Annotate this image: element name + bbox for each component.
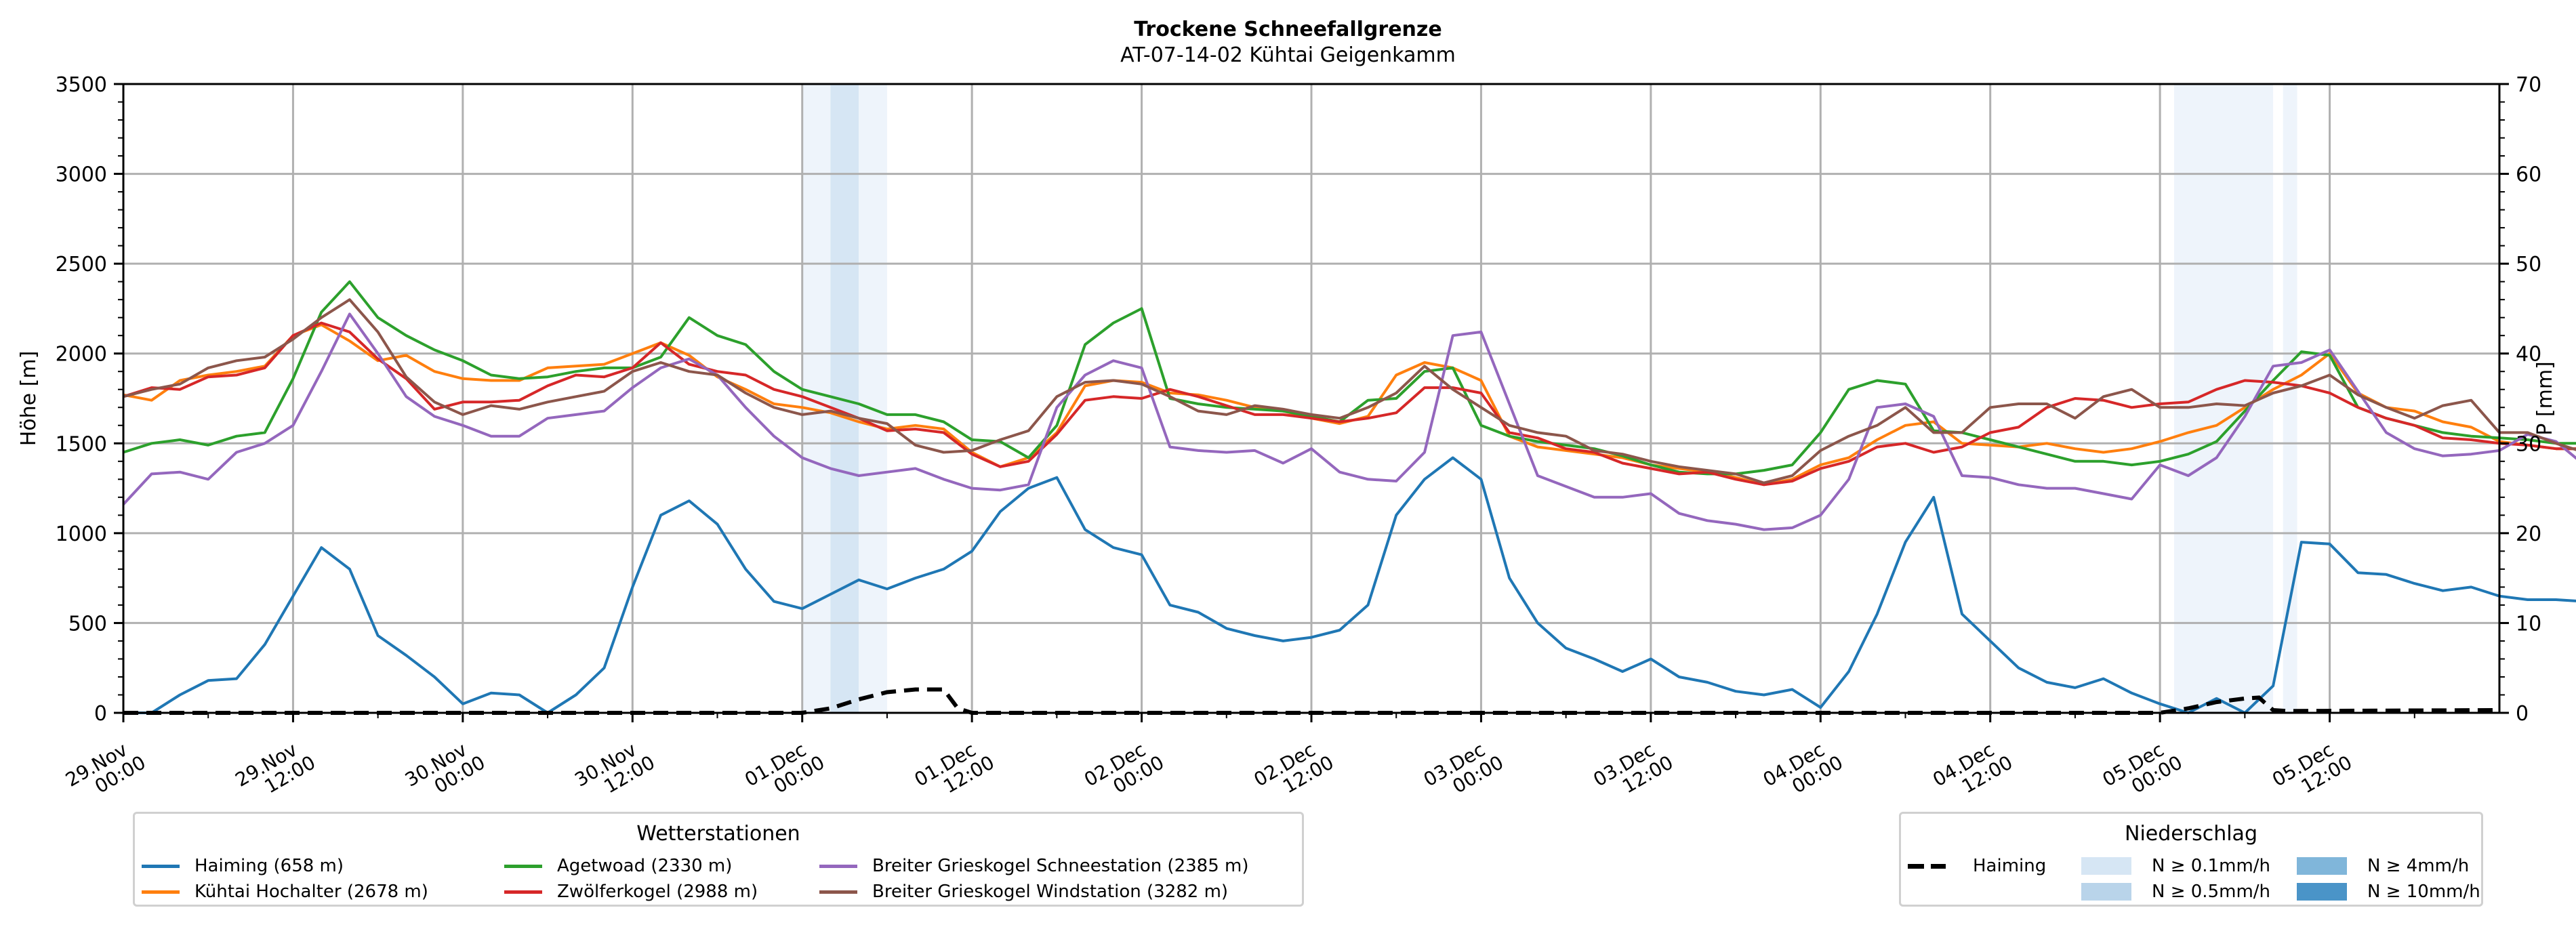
legend-entry-n10: N ≥ 10mm/h [2297, 882, 2480, 902]
legend-label: Kühtai Hochalter (2678 m) [195, 882, 428, 902]
y-tick-label-right: 30 [2516, 432, 2541, 456]
legend-swatch [819, 890, 857, 894]
precip-band [2283, 84, 2297, 713]
y-tick-label-right: 60 [2516, 163, 2541, 187]
legend-entry-haiming: Haiming (658 m) [142, 856, 344, 876]
y-tick-label-left: 1000 [56, 522, 107, 546]
grid [123, 84, 2499, 713]
legend-label: Breiter Grieskogel Windstation (3282 m) [872, 882, 1229, 902]
legend-entry-n05: N ≥ 0.5mm/h [2081, 882, 2270, 902]
legend-entry-zwoelferkogel: Zwölferkogel (2988 m) [504, 882, 758, 902]
chart-title: Trockene Schneefallgrenze [1134, 18, 1442, 41]
precip-band [859, 84, 887, 713]
y-tick-label-right: 40 [2516, 343, 2541, 367]
legend-swatch [504, 890, 542, 894]
legend-label: N ≥ 4mm/h [2367, 856, 2470, 876]
series-line [123, 298, 2576, 484]
legend-label: Agetwoad (2330 m) [557, 856, 733, 876]
legend-label: Zwölferkogel (2988 m) [557, 882, 758, 902]
legend-swatch-dashed [1908, 863, 1946, 869]
series-line [123, 456, 2576, 714]
chart-subtitle: AT-07-14-02 Kühtai Geigenkamm [1120, 43, 1456, 67]
series-line [123, 321, 2576, 487]
legend-swatch [504, 864, 542, 868]
y-tick-label-right: 0 [2516, 702, 2529, 726]
legend-label: Breiter Grieskogel Schneestation (2385 m… [872, 856, 1249, 876]
legend-swatch [2297, 883, 2347, 901]
y-tick-label-left: 2000 [56, 343, 107, 367]
y-tick-label-left: 2500 [56, 253, 107, 276]
legend-stations: Wetterstationen Haiming (658 m) Kühtai H… [133, 812, 1304, 907]
legend-entry-grieskogel-wind: Breiter Grieskogel Windstation (3282 m) [819, 882, 1228, 902]
legend-swatch [819, 864, 857, 868]
axes: 0 500 1000 1500 2000 2500 3000 3500 0 10 20 30 40 50 6… [56, 73, 2542, 798]
y-tick-label-left: 3000 [56, 163, 107, 187]
legend-entry-n4: N ≥ 4mm/h [2297, 856, 2469, 876]
y-tick-label-right: 20 [2516, 522, 2541, 546]
legend-label: N ≥ 0.1mm/h [2152, 856, 2271, 876]
legend-label: N ≥ 10mm/h [2367, 882, 2480, 902]
legend-label: Haiming [1973, 856, 2047, 876]
legend-label: Haiming (658 m) [195, 856, 344, 876]
legend-swatch [2081, 883, 2131, 901]
series-lines [122, 280, 2576, 714]
legend-precip: Niederschlag Haiming N ≥ 0.1mm/h N ≥ 0.5… [1899, 812, 2483, 907]
legend-swatch [2297, 857, 2347, 875]
legend-precip-title: Niederschlag [2125, 822, 2257, 846]
legend-swatch [142, 864, 180, 868]
legend-stations-title: Wetterstationen [636, 822, 800, 846]
series-line [123, 323, 2576, 487]
y-tick-label-left: 500 [68, 612, 107, 636]
y-tick-label-left: 0 [94, 702, 107, 726]
legend-swatch [2081, 857, 2131, 875]
legend-label: N ≥ 0.5mm/h [2152, 882, 2271, 902]
legend-entry-kuehtai: Kühtai Hochalter (2678 m) [142, 882, 428, 902]
legend-entry-agetwoad: Agetwoad (2330 m) [504, 856, 732, 876]
y-tick-label-right: 10 [2516, 612, 2541, 636]
legend-entry-precip-haiming: Haiming [1908, 856, 2046, 876]
legend-entry-n01: N ≥ 0.1mm/h [2081, 856, 2270, 876]
y-axis-label-right: P [mm] [2533, 361, 2557, 435]
y-axis-label-left: Höhe [m] [17, 351, 41, 447]
legend-swatch [142, 890, 180, 894]
y-tick-label-left: 3500 [56, 73, 107, 97]
y-tick-label-right: 50 [2516, 253, 2541, 276]
series-line [122, 312, 2576, 531]
legend-entry-grieskogel-schnee: Breiter Grieskogel Schneestation (2385 m… [819, 856, 1248, 876]
y-tick-label-right: 70 [2516, 73, 2541, 97]
y-tick-label-left: 1500 [56, 432, 107, 456]
